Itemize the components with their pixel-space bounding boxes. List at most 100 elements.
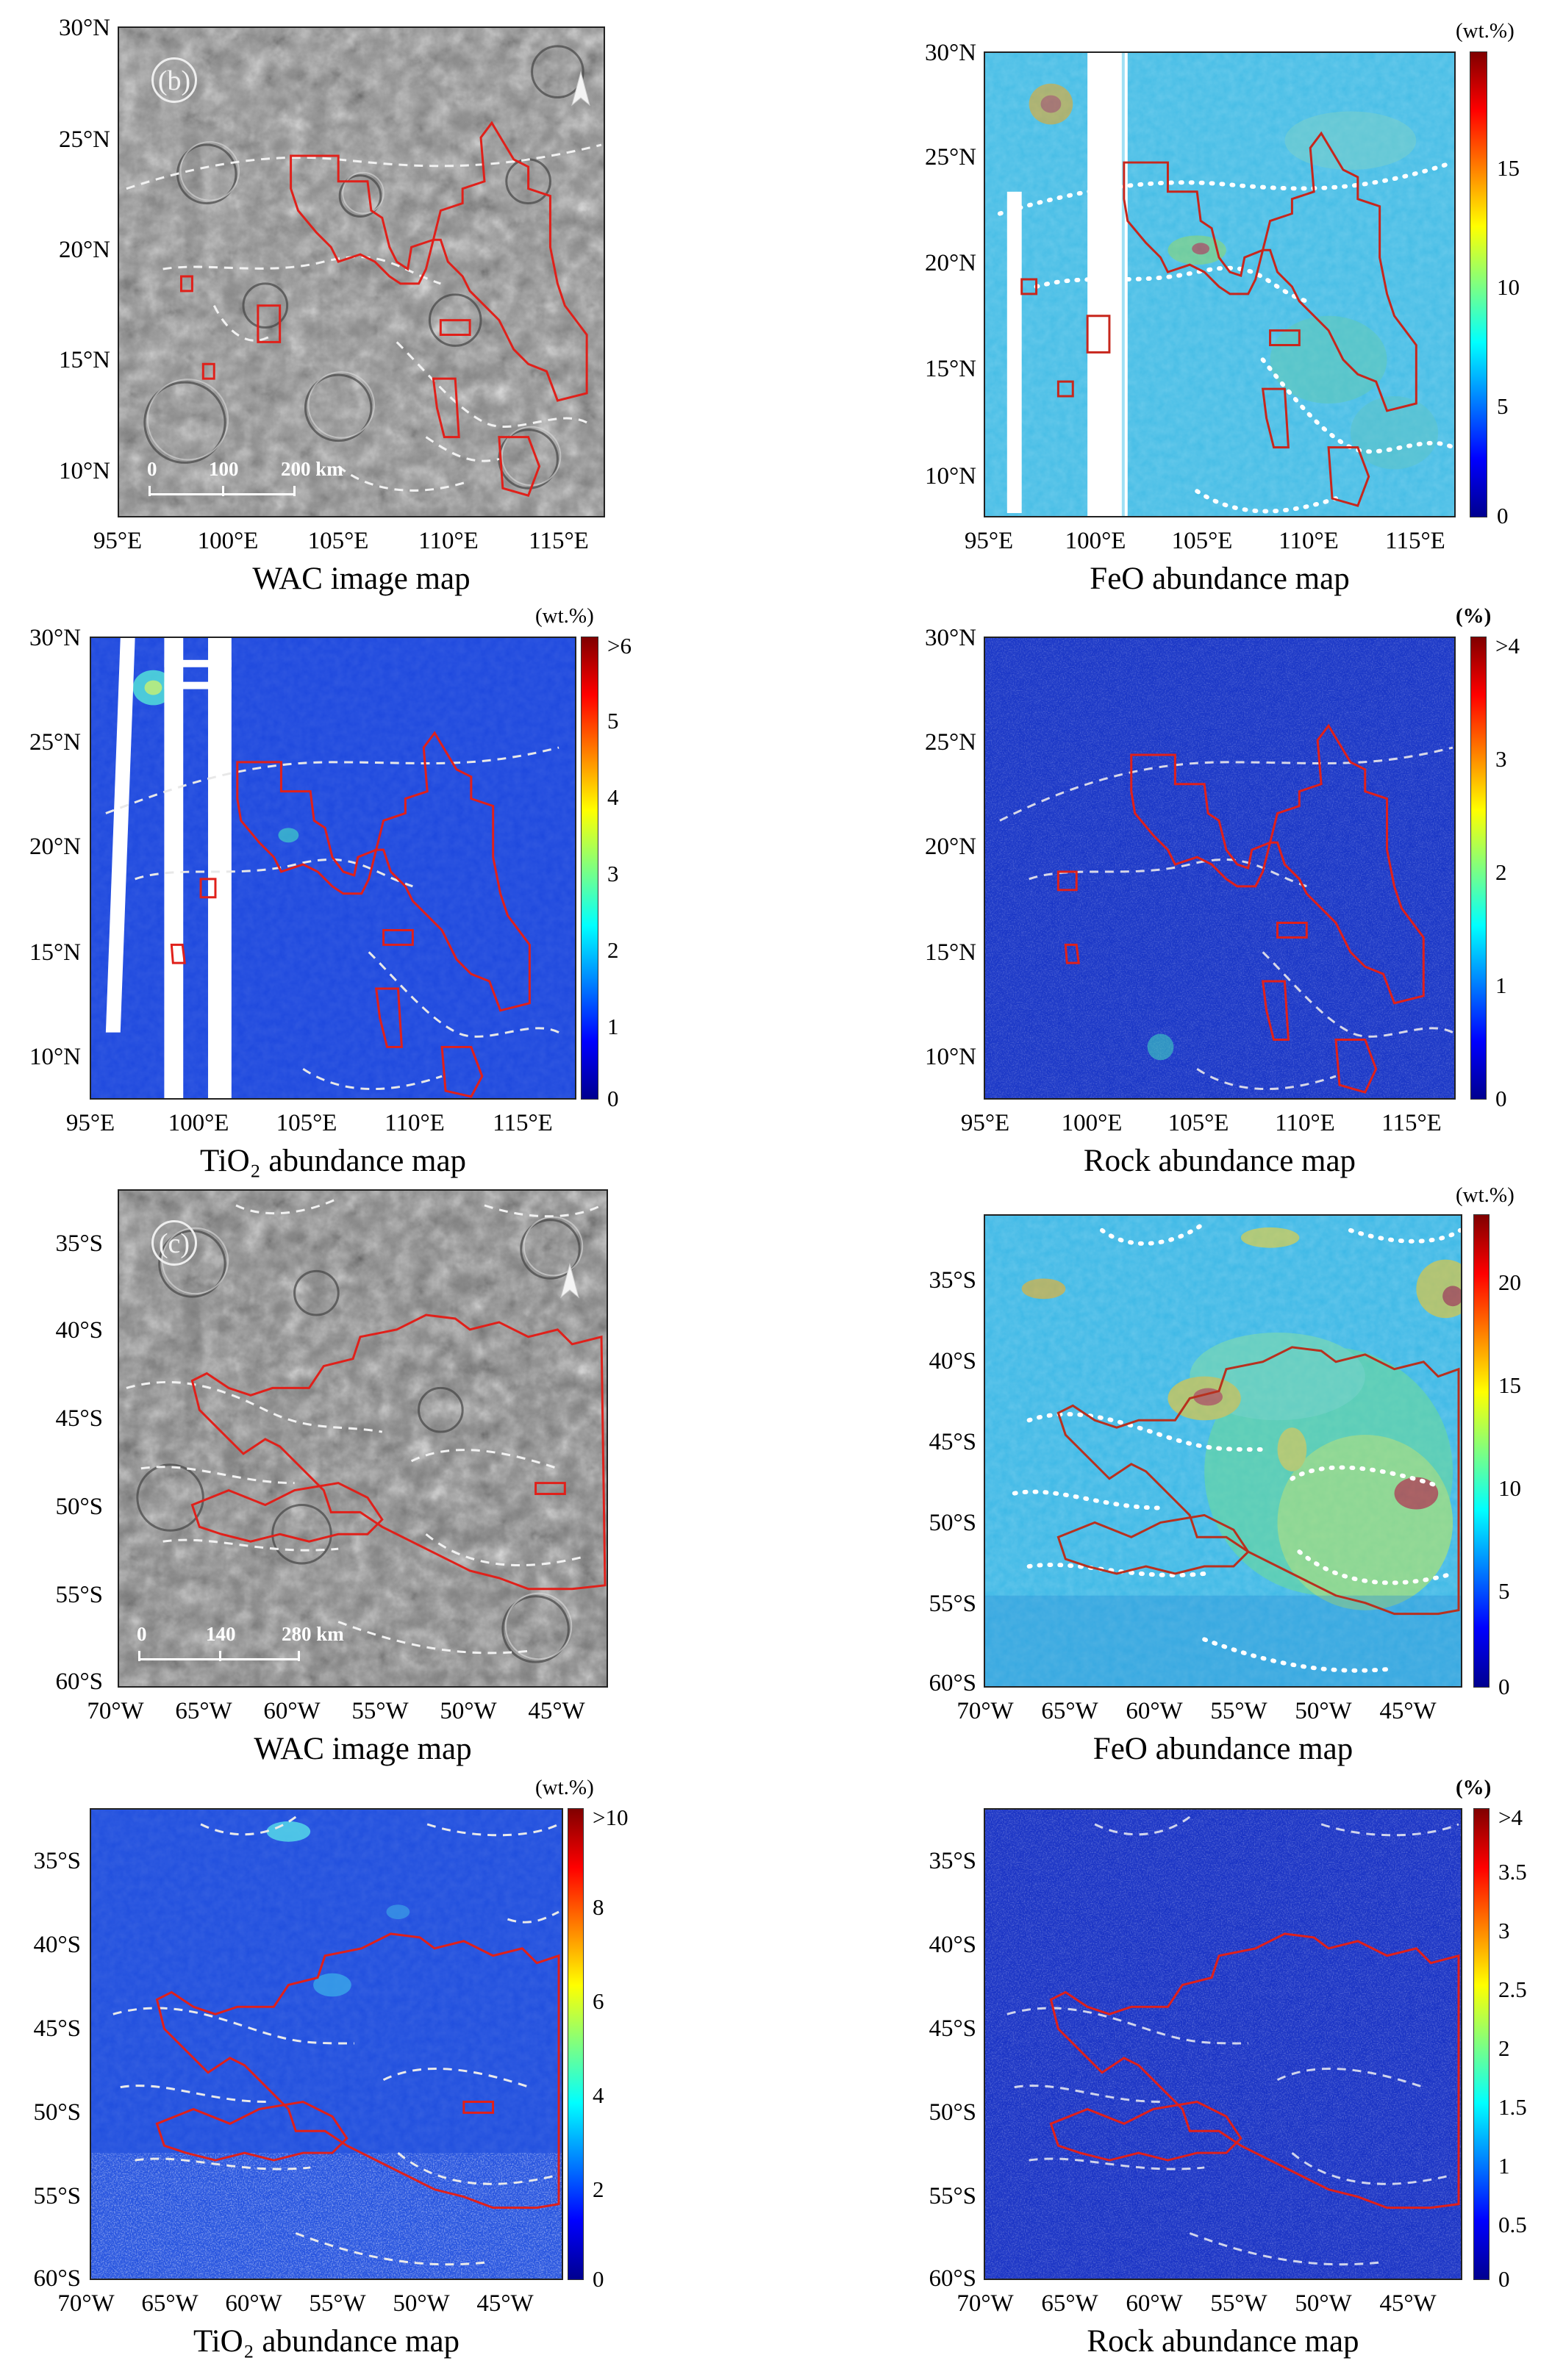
colorbar-feo-b [1470, 51, 1487, 517]
x-tick: 95°E [960, 1110, 1010, 1136]
y-tick: 30°N [924, 625, 976, 651]
x-tick: 50°W [1295, 1698, 1352, 1724]
scale-bar-b: 0 100 200 km [147, 458, 343, 502]
colorbar-tick: >10 [593, 1804, 629, 1830]
colorbar-tick: 1 [1498, 2153, 1510, 2179]
x-tick: 110°E [1275, 1110, 1335, 1136]
y-tick: 40°S [33, 1932, 81, 1958]
colorbar-unit: (%) [1456, 1776, 1492, 1799]
x-tick: 60°W [225, 2290, 282, 2317]
colorbar-tick: 15 [1497, 155, 1520, 181]
colorbar-tick: >4 [1498, 1804, 1523, 1830]
y-tick: 20°N [29, 834, 81, 860]
y-tick: 50°S [929, 1510, 976, 1536]
x-tick: 110°E [1279, 528, 1339, 554]
x-tick: 45°W [1379, 2290, 1437, 2317]
colorbar-unit: (wt.%) [1456, 19, 1515, 43]
y-tick: 10°N [924, 1044, 976, 1070]
x-tick: 110°E [418, 528, 479, 554]
colorbar-tick: 10 [1497, 274, 1520, 300]
colorbar-rock-c [1473, 1808, 1490, 2280]
colorbar-rock-b [1470, 637, 1487, 1100]
y-tick: 40°S [929, 1348, 976, 1374]
x-tick: 95°E [93, 528, 143, 554]
y-tick: 45°S [929, 1429, 976, 1455]
x-tick: 95°E [964, 528, 1014, 554]
colorbar-unit: (wt.%) [1456, 1183, 1515, 1207]
colorbar-tick: 15 [1498, 1372, 1521, 1398]
colorbar-unit: (%) [1456, 604, 1492, 628]
y-tick: 55°S [33, 2183, 81, 2209]
feo-heatmap-b [985, 53, 1454, 516]
map-caption: Rock abundance map [1087, 2324, 1359, 2359]
colorbar-tick: 2 [593, 2176, 604, 2202]
x-tick: 65°W [141, 2290, 199, 2317]
colorbar-tick: 0 [1497, 503, 1509, 528]
y-tick: 55°S [55, 1582, 103, 1608]
panel-label-c: (c) [151, 1220, 197, 1266]
colorbar-tick: 3 [1498, 1918, 1510, 1943]
y-tick: 45°S [55, 1405, 103, 1432]
x-tick: 115°E [529, 528, 589, 554]
x-tick: 115°E [1381, 1110, 1442, 1136]
y-tick: 40°S [929, 1932, 976, 1958]
y-tick: 25°N [29, 729, 81, 756]
y-tick: 25°N [924, 144, 976, 171]
x-tick: 70°W [956, 2290, 1014, 2317]
y-tick: 45°S [33, 2015, 81, 2042]
colorbar-tick: 4 [593, 2082, 604, 2108]
y-tick: 10°N [924, 463, 976, 490]
y-tick: 15°N [924, 356, 976, 382]
y-tick: 60°S [929, 2265, 976, 2292]
colorbar-tick: 2 [1498, 2035, 1510, 2061]
colorbar-tick: 0 [1495, 1086, 1507, 1111]
colorbar-tick: 2.5 [1498, 1976, 1527, 2002]
colorbar-tick: >6 [607, 633, 632, 659]
y-tick: 25°N [58, 126, 110, 153]
y-tick: 10°N [29, 1044, 81, 1070]
colorbar-tick: 0.5 [1498, 2212, 1527, 2237]
y-tick: 15°N [924, 939, 976, 966]
x-tick: 110°E [385, 1110, 445, 1136]
x-tick: 105°E [307, 528, 369, 554]
tio2-map-c [90, 1808, 563, 2280]
scale-bar-label-end: 200 km [281, 458, 343, 480]
x-tick: 100°E [168, 1110, 229, 1136]
x-tick: 50°W [393, 2290, 450, 2317]
colorbar-tick: 6 [593, 1988, 604, 2014]
x-tick: 105°E [1167, 1110, 1229, 1136]
map-caption: TiO₂ abundance map [193, 2324, 460, 2359]
rock-heatmap-b [985, 638, 1454, 1098]
map-caption: FeO abundance map [1093, 1732, 1353, 1766]
colorbar-tick: 8 [593, 1894, 604, 1920]
colorbar-tick: 0 [593, 2266, 604, 2292]
y-tick: 30°N [29, 625, 81, 651]
y-tick: 10°N [58, 458, 110, 484]
x-tick: 60°W [263, 1698, 321, 1724]
map-caption: WAC image map [252, 562, 471, 596]
y-tick: 30°N [58, 15, 110, 41]
y-tick: 60°S [929, 1670, 976, 1696]
y-tick: 55°S [929, 2183, 976, 2209]
x-tick: 55°W [1210, 1698, 1267, 1724]
x-tick: 100°E [1065, 528, 1126, 554]
colorbar-tick: 1 [1495, 972, 1507, 998]
colorbar-tick: 10 [1498, 1475, 1521, 1501]
x-tick: 100°E [197, 528, 259, 554]
y-tick: 20°N [924, 250, 976, 276]
colorbar-tick: 2 [1495, 859, 1507, 885]
x-tick: 60°W [1126, 1698, 1183, 1724]
map-caption: WAC image map [254, 1732, 472, 1766]
scale-bar-label-0: 0 [147, 458, 157, 480]
x-tick: 95°E [65, 1110, 115, 1136]
x-tick: 100°E [1061, 1110, 1123, 1136]
scale-bar-label-mid: 140 [206, 1623, 236, 1645]
scale-bar-label-0: 0 [137, 1623, 147, 1645]
x-tick: 70°W [87, 1698, 144, 1724]
wac-map-c: (c) 0 140 280 km [118, 1189, 608, 1688]
y-tick: 60°S [33, 2265, 81, 2292]
x-tick: 70°W [956, 1698, 1014, 1724]
feo-heatmap-c [985, 1216, 1461, 1686]
x-tick: 45°W [476, 2290, 534, 2317]
scale-bar-label-end: 280 km [282, 1623, 344, 1645]
